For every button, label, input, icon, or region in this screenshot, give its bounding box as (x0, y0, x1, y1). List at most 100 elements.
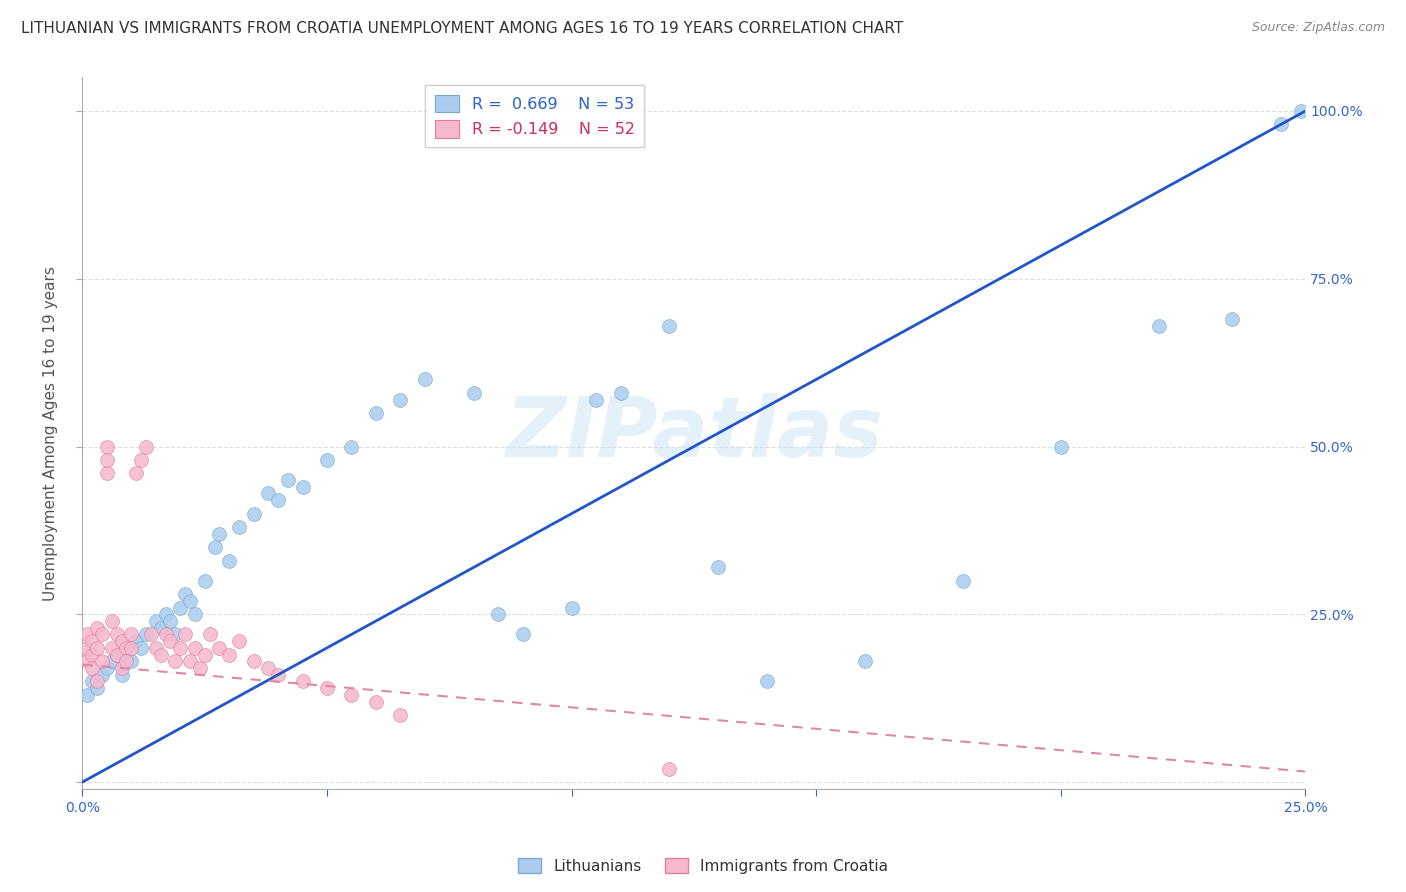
Point (257, 486, 280, 500)
Point (76, 627, 98, 641)
Point (76, 640, 98, 655)
Point (267, 667, 290, 681)
Point (76, 654, 98, 668)
Point (105, 648, 128, 662)
Point (82, 634, 104, 648)
Point (257, 661, 280, 675)
Point (110, 667, 132, 681)
Point (120, 627, 142, 641)
Point (194, 648, 217, 662)
Point (82, 648, 104, 662)
Point (316, 453, 339, 467)
Point (110, 661, 132, 675)
Point (853, 654, 876, 668)
Point (165, 654, 187, 668)
Point (135, 627, 157, 641)
Point (486, 607, 509, 622)
Point (179, 594, 201, 608)
Point (82, 674, 104, 689)
Point (277, 473, 299, 487)
Point (100, 640, 122, 655)
Point (100, 614, 122, 628)
Point (159, 634, 181, 648)
Point (242, 654, 264, 668)
Point (389, 392, 412, 407)
Point (204, 540, 226, 554)
Point (96, 661, 118, 675)
Point (208, 640, 231, 655)
Point (96, 467, 118, 481)
Text: ZIPatlas: ZIPatlas (505, 392, 883, 474)
Point (86, 681, 108, 695)
Point (198, 627, 221, 641)
Point (707, 560, 730, 574)
Point (76, 688, 98, 702)
Point (120, 654, 142, 668)
Point (100, 654, 122, 668)
Point (125, 467, 148, 481)
Point (340, 688, 363, 702)
Point (155, 627, 177, 641)
Point (561, 600, 583, 615)
Point (242, 507, 264, 521)
Point (155, 607, 177, 622)
Point (105, 648, 128, 662)
Point (174, 627, 197, 641)
Point (756, 674, 779, 689)
Point (952, 574, 974, 588)
Point (149, 648, 172, 662)
Point (129, 453, 152, 467)
Point (1270, 117, 1292, 131)
Point (609, 385, 631, 400)
Point (228, 634, 250, 648)
Point (165, 627, 187, 641)
Legend: R =  0.669    N = 53, R = -0.149    N = 52: R = 0.669 N = 53, R = -0.149 N = 52 (426, 86, 644, 147)
Point (184, 640, 207, 655)
Point (91, 654, 114, 668)
Point (413, 372, 436, 386)
Point (291, 674, 314, 689)
Point (86, 640, 108, 655)
Point (267, 493, 290, 508)
Point (658, 762, 681, 776)
Point (364, 406, 387, 420)
Y-axis label: Unemployment Among Ages 16 to 19 years: Unemployment Among Ages 16 to 19 years (44, 266, 58, 600)
Point (179, 654, 201, 668)
Point (115, 640, 138, 655)
Point (96, 453, 118, 467)
Point (188, 661, 211, 675)
Point (129, 640, 152, 655)
Point (120, 640, 142, 655)
Point (194, 574, 217, 588)
Point (1147, 318, 1170, 333)
Point (91, 627, 114, 641)
Point (218, 553, 240, 567)
Point (340, 440, 363, 454)
Point (145, 614, 167, 628)
Point (86, 674, 108, 689)
Point (91, 667, 114, 681)
Point (316, 681, 339, 695)
Point (169, 600, 191, 615)
Point (82, 661, 104, 675)
Point (149, 621, 172, 635)
Point (463, 385, 485, 400)
Point (86, 621, 108, 635)
Point (184, 607, 207, 622)
Point (159, 614, 181, 628)
Point (1289, 103, 1312, 118)
Point (139, 627, 162, 641)
Point (145, 640, 167, 655)
Point (115, 654, 138, 668)
Point (96, 440, 118, 454)
Point (115, 640, 138, 655)
Point (110, 634, 132, 648)
Point (218, 648, 240, 662)
Point (208, 526, 231, 541)
Point (512, 627, 534, 641)
Point (364, 694, 387, 708)
Legend: Lithuanians, Immigrants from Croatia: Lithuanians, Immigrants from Croatia (512, 852, 894, 880)
Point (135, 440, 157, 454)
Point (125, 634, 148, 648)
Point (1049, 440, 1071, 454)
